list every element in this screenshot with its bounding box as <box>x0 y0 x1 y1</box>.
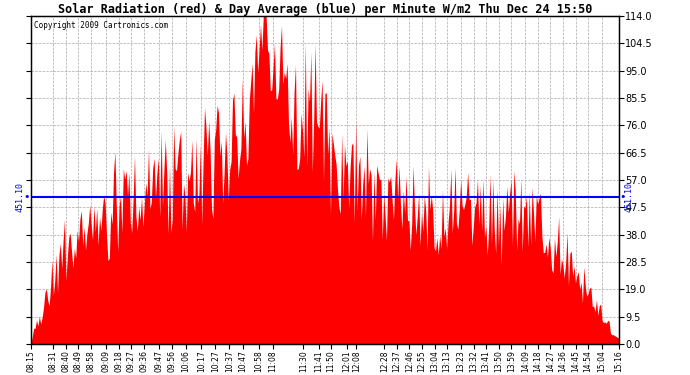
Text: 451.10: 451.10 <box>624 182 633 212</box>
Text: Copyright 2009 Cartronics.com: Copyright 2009 Cartronics.com <box>34 21 168 30</box>
Text: •: • <box>620 192 626 202</box>
Text: 451.10: 451.10 <box>16 182 25 212</box>
Title: Solar Radiation (red) & Day Average (blue) per Minute W/m2 Thu Dec 24 15:50: Solar Radiation (red) & Day Average (blu… <box>58 3 592 16</box>
Text: •: • <box>24 192 30 202</box>
